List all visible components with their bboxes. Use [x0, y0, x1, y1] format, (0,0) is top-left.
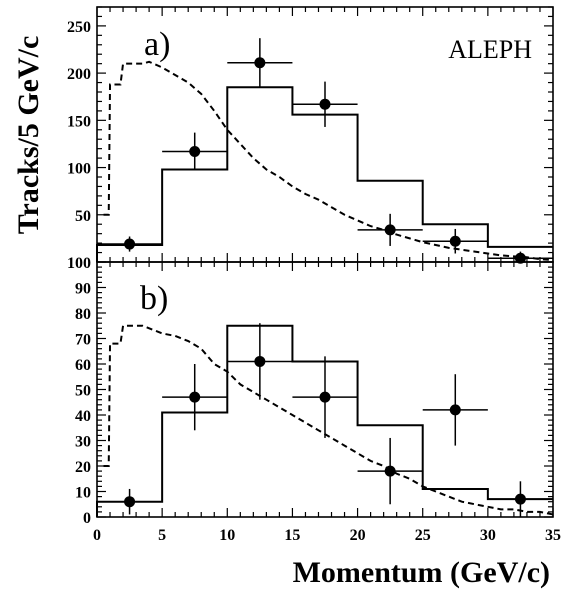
panel-b-data-point	[254, 355, 266, 367]
panel-b-label: b)	[140, 280, 168, 317]
panel-a-dashed-curve	[103, 60, 554, 262]
panel-b-y-tick-label: 60	[75, 357, 91, 374]
x-tick-label: 35	[545, 527, 561, 544]
x-tick-label: 0	[93, 527, 101, 544]
x-tick-label: 15	[284, 527, 300, 544]
x-axis-ticks: 0 5 10 15 20 25 30 35	[93, 527, 561, 544]
panel-b-data-point	[319, 391, 331, 403]
panel-b-y-tick-label: 20	[75, 459, 91, 476]
panel-a-y-tick-label: 250	[67, 19, 91, 36]
panel-a-data-point	[449, 235, 461, 247]
panel-b-data-point	[514, 493, 526, 505]
panel-b-y-tick-label: 30	[75, 434, 91, 451]
x-tick-label: 25	[415, 527, 431, 544]
panel-b-y-tick-label: 90	[75, 281, 91, 298]
x-axis-title: Momentum (GeV/c)	[293, 556, 550, 589]
panel-a-y-tick-label: 200	[67, 66, 91, 83]
panel-b-y-tick-label: 100	[67, 255, 91, 272]
x-tick-label: 30	[480, 527, 496, 544]
panel-b-y-tick-label: 80	[75, 306, 91, 323]
panel-a-data-point	[254, 57, 266, 69]
panel-b-data-point	[124, 496, 136, 508]
x-tick-label: 10	[219, 527, 235, 544]
panel-b-y-tick-label: 10	[75, 485, 91, 502]
panel-b-data-point	[449, 404, 461, 416]
panel-b-y-tick-label: 50	[75, 383, 91, 400]
panel-a-y-tick-label: 150	[67, 113, 91, 130]
panel-a-label: a)	[144, 26, 170, 63]
panel-b-data-point	[189, 391, 201, 403]
panel-b-y-tick-label: 0	[83, 510, 91, 527]
panel-a-data-point	[189, 146, 201, 157]
y-axis-title: Tracks/5 GeV/c	[12, 36, 45, 235]
experiment-label: ALEPH	[448, 35, 532, 64]
panel-a-y-tick-label: 100	[67, 161, 91, 178]
panel-a-y-tick-label: 50	[75, 208, 91, 225]
panel-a-data-point	[514, 252, 526, 264]
panel-a-data-point	[384, 224, 396, 236]
panel-b-histogram	[96, 324, 553, 517]
panel-b-dashed-curve	[103, 324, 554, 516]
panel-b-y-tick-label: 70	[75, 332, 91, 349]
panel-a-histogram	[96, 86, 553, 262]
x-tick-label: 20	[350, 527, 366, 544]
panel-b-y-tick-label: 40	[75, 408, 91, 425]
x-tick-label: 5	[158, 527, 166, 544]
panel-a-data-point	[124, 238, 136, 250]
panel-a-data-point	[319, 98, 331, 110]
panel-b-data-point	[384, 465, 396, 477]
panel-b: 0 10 20 30 40 50 60 70 80 90 100 b)	[67, 255, 554, 527]
panel-a: 50 100 150 200 250 a)	[67, 6, 554, 264]
